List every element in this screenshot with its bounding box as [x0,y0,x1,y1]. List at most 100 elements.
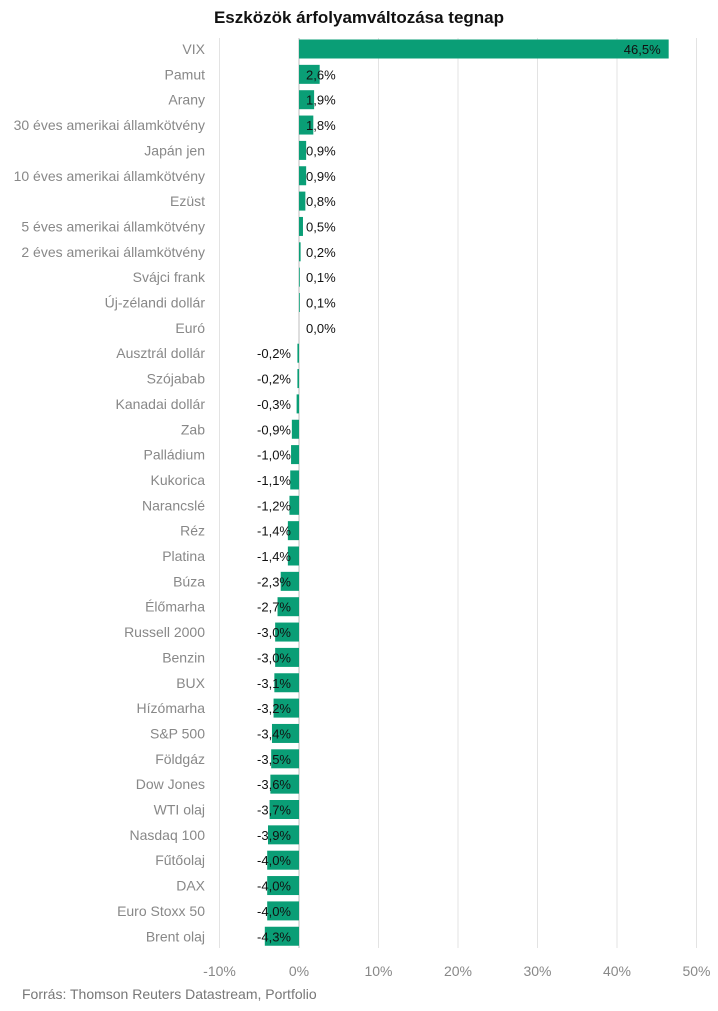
category-label: Szójabab [147,371,206,387]
data-label: -3,1% [257,676,291,691]
category-labels: VIX Pamut Arany 30 éves amerikai államkötvé… [14,41,206,944]
data-label: -3,0% [257,650,291,665]
data-label: -0,2% [257,372,291,387]
data-label: -4,3% [257,929,291,944]
data-label: -4,0% [257,853,291,868]
category-label: Nasdaq 100 [129,827,205,843]
bar [299,166,307,186]
category-label: Narancslé [142,497,205,513]
category-label: Arany [168,92,205,108]
bar [287,521,299,541]
bar [289,495,299,515]
bar [274,673,299,693]
x-tick-label: 0% [289,963,309,979]
bar [277,597,299,617]
bar [297,343,299,363]
bar [267,850,299,870]
category-label: Új-zélandi dollár [105,295,206,311]
data-label: -2,7% [257,600,291,615]
bar [299,267,300,287]
category-label: Zab [181,421,205,437]
data-label: -1,1% [257,473,291,488]
bar [299,39,669,59]
bar [299,242,301,262]
data-label: -3,6% [257,777,291,792]
bar [275,622,299,642]
data-label: 2,6% [306,67,336,82]
bar [275,647,299,667]
x-tick-label: 40% [603,963,631,979]
data-label: -3,7% [257,803,291,818]
data-label: -3,5% [257,752,291,767]
category-label: Brent olaj [146,928,205,944]
category-label: Euró [175,320,205,336]
data-label: 1,8% [306,118,336,133]
data-label: 0,9% [306,169,336,184]
bar [299,191,306,211]
bar [299,140,307,160]
category-label: 30 éves amerikai államkötvény [14,117,205,133]
category-label: DAX [176,878,205,894]
gridlines [219,38,697,948]
category-label: Euro Stoxx 50 [117,903,205,919]
bar [297,369,299,389]
category-label: Kukorica [151,472,206,488]
data-label: -3,2% [257,701,291,716]
category-label: Pamut [165,66,206,82]
x-axis: -10% 0% 10% 20% 30% 40% 50% [203,963,710,979]
x-tick-label: 20% [444,963,472,979]
category-label: Kanadai dollár [115,396,205,412]
bar [271,723,299,743]
data-label: 46,5% [624,42,661,57]
data-label: -0,2% [257,346,291,361]
category-label: Élőmarha [145,599,205,615]
data-label: -1,4% [257,549,291,564]
data-label: 0,0% [306,321,336,336]
category-label: 5 éves amerikai államkötvény [21,218,205,234]
bar [287,546,299,566]
data-label: -2,3% [257,574,291,589]
data-label: -3,0% [257,625,291,640]
category-label: S&P 500 [150,725,205,741]
bars [264,39,669,946]
bar [291,419,299,439]
x-tick-label: 30% [523,963,551,979]
category-label: Ausztrál dollár [116,345,205,361]
data-label: -4,0% [257,879,291,894]
category-label: Búza [173,573,205,589]
category-label: Platina [162,548,205,564]
data-label: 1,9% [306,93,336,108]
category-label: Dow Jones [136,776,205,792]
bar [271,749,299,769]
data-label: -3,9% [257,828,291,843]
bar [269,800,299,819]
category-label: Fűtőolaj [155,852,205,868]
chart-title: Eszközök árfolyamváltozása tegnap [213,8,505,27]
bar [290,470,299,490]
category-label: Svájci frank [133,269,206,285]
data-label: 0,9% [306,143,336,158]
category-label: Hízómarha [137,700,206,716]
data-label: -1,2% [257,498,291,513]
category-label: BUX [176,675,205,691]
data-label: 0,1% [306,270,336,285]
x-tick-label: -10% [203,963,236,979]
data-label: 0,8% [306,194,336,209]
bar [270,774,299,794]
category-label: Földgáz [155,751,205,767]
category-label: Réz [180,523,205,539]
category-label: Palládium [144,447,205,463]
category-label: Benzin [162,649,205,665]
category-label: Ezüst [170,193,205,209]
data-label: -0,3% [257,397,291,412]
data-label: -0,9% [257,422,291,437]
bar [296,394,299,414]
bar [291,445,299,465]
category-label: Russell 2000 [124,624,205,640]
bar [299,64,320,84]
bar [267,876,299,896]
bar [299,90,315,110]
category-label: 10 éves amerikai államkötvény [14,168,205,184]
data-label: 0,2% [306,245,336,260]
bar [299,216,303,236]
